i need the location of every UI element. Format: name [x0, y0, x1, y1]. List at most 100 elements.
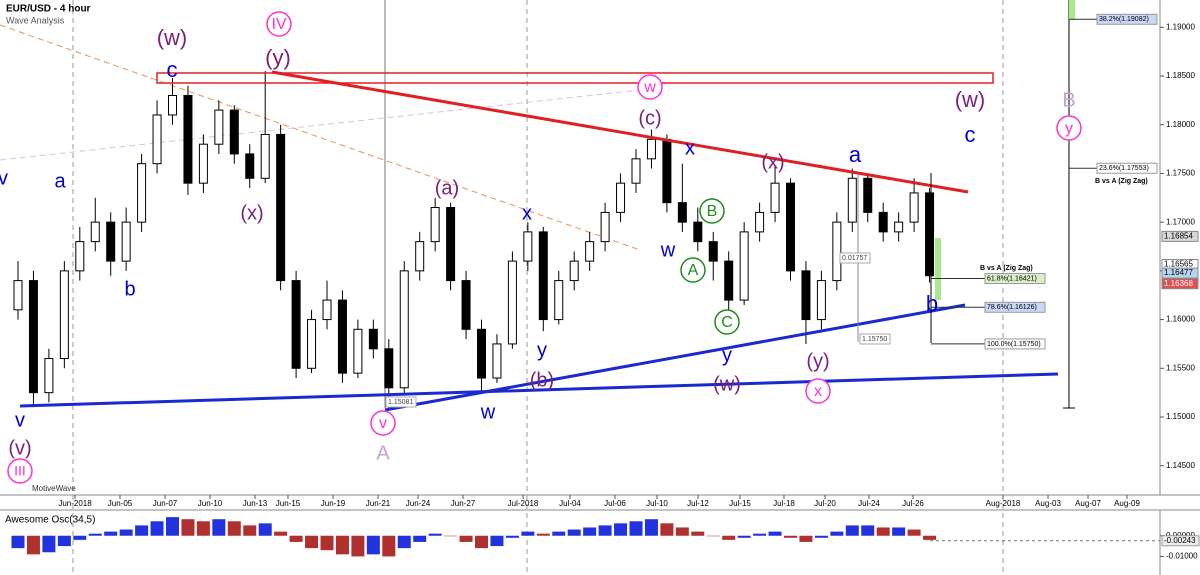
candle-body	[724, 260, 734, 301]
y-tick-label: 1.18000	[1166, 120, 1195, 129]
fib-box	[1096, 162, 1158, 174]
osc-bar	[26, 535, 40, 555]
wave-label: x	[685, 137, 695, 159]
wave-circle	[699, 198, 725, 224]
y-tick-label: 1.14500	[1166, 461, 1195, 470]
wave-label: (x)	[761, 151, 784, 173]
measure-label: 0.01757	[842, 255, 867, 262]
osc-bar	[428, 533, 442, 536]
x-tick-label: Jul-10	[646, 499, 668, 508]
candle-body	[260, 133, 270, 179]
osc-bar	[892, 527, 906, 536]
osc-bar	[567, 529, 581, 536]
candle-body	[214, 109, 224, 145]
osc-bar	[212, 519, 226, 536]
candle-body	[368, 328, 378, 350]
x-tick-label: Jun-19	[321, 499, 346, 508]
osc-bar	[289, 535, 303, 542]
wave-label: w	[643, 79, 656, 96]
candle-body	[353, 328, 363, 374]
candle-body	[786, 182, 795, 272]
osc-bar	[784, 535, 797, 538]
osc-bar	[150, 521, 164, 536]
price-tag	[1161, 278, 1199, 290]
osc-bar	[552, 531, 566, 536]
candle-body	[415, 241, 425, 272]
target-zone	[1069, 0, 1075, 20]
candle-body	[384, 348, 394, 389]
osc-bar	[366, 535, 380, 555]
support-line	[19, 372, 1059, 408]
candle-body	[894, 221, 904, 233]
price-tag	[1161, 230, 1199, 242]
wave-label: B	[1062, 89, 1075, 111]
osc-bar	[876, 527, 890, 536]
x-tick-label: Jul-26	[902, 499, 924, 508]
osc-bar	[42, 535, 56, 553]
wave-circle	[714, 309, 740, 335]
osc-bar	[119, 529, 133, 536]
wave-label: b	[926, 291, 938, 316]
osc-bar	[923, 535, 937, 540]
osc-bar	[382, 535, 396, 557]
x-tick-label: Jul-24	[858, 499, 880, 508]
osc-bar	[521, 531, 535, 536]
study: Wave Analysis	[6, 15, 65, 25]
target-zone	[935, 238, 941, 300]
wave-label: C	[721, 314, 733, 331]
wave-label: c	[965, 122, 976, 147]
fib-title: B vs A (Zig Zag)	[1095, 178, 1148, 185]
candle-body	[276, 133, 286, 282]
osc-bar	[413, 535, 427, 542]
wave-label: c	[167, 57, 178, 82]
wave-label: v	[0, 167, 8, 189]
y-tick-label: 1.15500	[1166, 363, 1195, 372]
candle-body	[585, 241, 595, 262]
candle-body	[198, 143, 208, 184]
wave-circle	[370, 410, 396, 436]
price-tag-label: 1.16565	[1164, 260, 1193, 269]
wave-label: x	[522, 202, 532, 224]
candle-body	[461, 280, 471, 330]
wave-label: (a)	[435, 177, 459, 199]
candle-body	[631, 158, 641, 184]
osc-bar	[459, 535, 473, 542]
wave-label: (b)	[530, 369, 554, 391]
osc-bar	[181, 519, 195, 536]
y-tick-label: 1.15000	[1166, 412, 1195, 421]
candle-body	[569, 260, 579, 282]
candle-body	[878, 211, 888, 233]
osc-title: Awesome Osc(34,5)	[5, 515, 95, 526]
candle-body	[755, 211, 765, 233]
wave-label: (v)	[8, 437, 31, 459]
candle-body	[600, 211, 610, 243]
wave-circle	[805, 378, 831, 404]
x-tick-label: Jul-2018	[508, 499, 539, 508]
x-tick-label: Jun-21	[366, 499, 391, 508]
wave-label: (x)	[240, 202, 263, 224]
osc-bar	[644, 519, 658, 536]
candle-body	[693, 221, 703, 243]
candle-body	[90, 221, 100, 243]
candle-body	[13, 280, 23, 311]
candle-body	[245, 153, 255, 179]
osc-bar	[305, 535, 319, 549]
fib-box	[984, 273, 1046, 285]
candle-body	[708, 241, 718, 262]
candle-body	[801, 270, 811, 321]
resistance-line	[271, 70, 969, 194]
fib-label: 38.2%(1.19082)	[1099, 16, 1149, 23]
candle-body	[430, 207, 440, 243]
wave-label: x	[814, 383, 822, 400]
price-tag	[1161, 267, 1199, 279]
measure-box	[859, 333, 891, 345]
grid	[0, 0, 1075, 575]
candle-body	[322, 299, 332, 321]
osc-bar	[583, 527, 597, 536]
x-tick-label: Jun-24	[406, 499, 431, 508]
x-tick-label: Jun-07	[153, 499, 178, 508]
osc-bar	[320, 535, 334, 551]
trend-dashed	[0, 24, 641, 251]
candle-body	[168, 94, 177, 116]
measure-label: 1.15750	[862, 336, 887, 343]
